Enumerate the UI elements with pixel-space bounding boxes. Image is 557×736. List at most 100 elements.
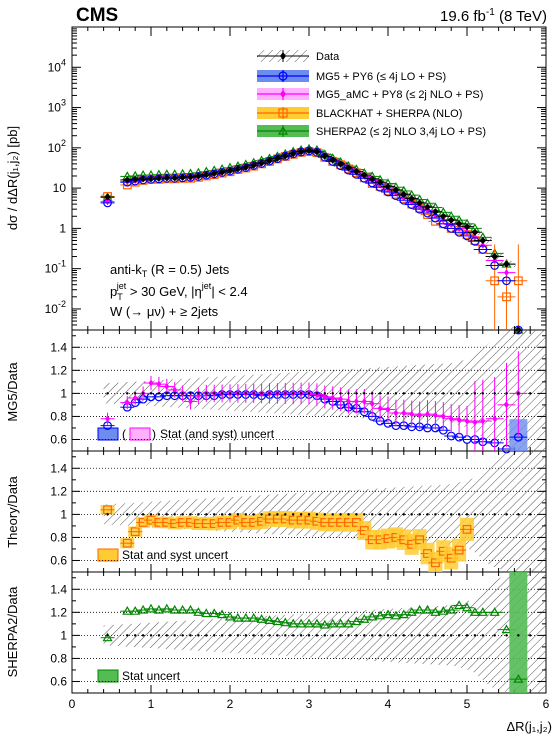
mg5-ratio-amc-point-1 <box>124 399 130 407</box>
sherpa-ratio-data-ref-39 <box>426 634 429 637</box>
theory-ratio-data-ref-11 <box>205 513 208 516</box>
theory-ratio-bh-point-43 <box>454 545 464 555</box>
theory-ratio-data-ref-39 <box>426 513 429 516</box>
sherpa-ratio-data-ref-23 <box>299 634 303 637</box>
sherpa-ratio-data-ref-30 <box>355 634 358 637</box>
annotation-algo-sub: T <box>142 269 148 279</box>
sherpa-ratio-sherpa-point-14 <box>224 611 236 621</box>
legend-label-amc: MG5_aMC + PY8 (≤ 2j NLO + PS) <box>316 89 483 101</box>
sherpa-band-label: Stat uncert <box>122 669 181 683</box>
mg5-ratio-data-ref-31 <box>363 392 366 395</box>
sherpa-ratio-data-ref-33 <box>378 634 382 637</box>
sherpa-ratio-data-ref-44 <box>465 634 469 637</box>
sherpa-ratio-sherpa-point-5 <box>153 604 164 614</box>
mg5-ratio-data-ref-45 <box>473 392 477 395</box>
main-bh-point-48 <box>502 292 511 302</box>
sherpa-ratio-data-ref-47 <box>493 634 496 637</box>
mg5-ratio-data-ref-14 <box>228 392 232 395</box>
sherpa-ratio-sherpa-point-41 <box>438 605 449 615</box>
sherpa-ratio-sherpa-band-49 <box>509 572 528 693</box>
lumi-energy: (8 TeV) <box>495 8 547 25</box>
sherpa-ratio-data-ref-3 <box>141 634 145 637</box>
mg5-ratio-data-ref-6 <box>165 392 168 395</box>
sherpa-ratio-sherpa-point-31 <box>359 614 370 623</box>
sherpa-ratio-y-tick-label-3: 1.2 <box>50 605 67 619</box>
sherpa-ratio-sherpa-point-25 <box>311 618 322 628</box>
tick-base: 10 <box>48 101 62 115</box>
mg5-ratio-data-ref-10 <box>197 392 200 395</box>
sherpa-ratio-sherpa-point-23 <box>296 618 307 628</box>
theory-ratio-data-ref-29 <box>347 513 350 516</box>
main-mg5-point-42 <box>446 223 456 233</box>
sherpa-ratio-data-ref-15 <box>236 634 240 637</box>
sherpa-ratio-sherpa-point-19 <box>264 615 275 624</box>
mg5-ratio-amc-point-32 <box>369 400 375 408</box>
annotation-pt-sup: jet <box>116 281 127 291</box>
theory-ratio-data-ref-30 <box>355 513 358 516</box>
mg5-ratio-data-ref-12 <box>213 392 216 395</box>
sherpa-ratio-y-tick-label-2: 1 <box>60 628 67 642</box>
theory-ratio-data-ref-1 <box>126 513 129 516</box>
sherpa-ratio-data-ref-34 <box>386 634 390 637</box>
sherpa-ratio-sherpa-point-30 <box>351 616 362 626</box>
sherpa-ratio-data-ref-25 <box>315 634 319 637</box>
mg5-ratio-data-ref-1 <box>126 392 129 395</box>
sherpa-ratio-y-tick-label-1: 0.8 <box>50 651 67 665</box>
annotation-algo-rest: (R = 0.5) Jets <box>147 262 229 277</box>
sherpa-ratio-sherpa-point-43 <box>454 600 465 610</box>
sherpa-ratio-data-ref-35 <box>394 634 398 637</box>
theory-ratio-data-ref-50 <box>529 513 532 516</box>
sherpa-ratio-sherpa-point-20 <box>272 616 283 626</box>
sherpa-ratio-sherpa-point-6 <box>161 603 172 613</box>
sherpa-ratio-data-ref-5 <box>157 634 161 637</box>
x-tick-label-6: 6 <box>543 697 550 711</box>
theory-ratio-data-ref-43 <box>457 513 461 516</box>
sherpa-ratio-data-ref-18 <box>260 634 263 637</box>
sherpa-ratio-data-ref-7 <box>173 634 176 637</box>
mg5-ratio-data-ref-34 <box>386 392 390 395</box>
theory-ratio-data-ref-48 <box>505 513 508 516</box>
mg5-ratio-data-ref-2 <box>134 392 137 395</box>
annotation-kinematic-cuts: pTjet > 30 GeV, |ηjet| < 2.4 <box>110 281 248 302</box>
annotation-pt-sub: T <box>117 292 123 302</box>
theory-ratio-data-ref-31 <box>363 513 366 516</box>
sherpa-ratio-data-ref-27 <box>331 634 334 637</box>
mg5-ratio-data-ref-3 <box>141 392 145 395</box>
main-data-point-17 <box>250 161 258 169</box>
sherpa-ratio-data-ref-6 <box>165 634 168 637</box>
mg5-ratio-data-ref-28 <box>339 392 342 395</box>
theory-ratio-data-ref-24 <box>307 513 311 516</box>
x-tick-label-0: 0 <box>69 697 76 711</box>
theory-ratio-data-ref-23 <box>299 513 303 516</box>
theory-ratio-data-ref-36 <box>402 513 405 516</box>
theory-band-label: Stat and syst uncert <box>122 548 229 562</box>
sherpa-ratio-sherpa-point-37 <box>406 607 417 616</box>
legend: Data MG5 + PY6 (≤ 4j LO + PS) MG5_aMC + … <box>257 50 486 138</box>
sherpa-ratio-data-ref-16 <box>244 634 247 637</box>
mg5-ratio-amc-point-48 <box>504 401 509 409</box>
mg5-ratio-data-ref-43 <box>457 392 461 395</box>
mg5-ratio-data-ref-17 <box>252 392 255 395</box>
sherpa-ratio-data-ref-29 <box>347 634 350 637</box>
mg5-ratio-data-ref-9 <box>189 392 192 395</box>
sherpa-ratio-sherpa-point-3 <box>138 604 149 614</box>
legend-entry-mg5: MG5 + PY6 (≤ 4j LO + PS) <box>257 70 446 83</box>
mg5-ratio-data-ref-18 <box>260 392 263 395</box>
theory-ratio-data-ref-20 <box>276 513 279 516</box>
theory-ratio-data-ref-40 <box>434 513 437 516</box>
theory-ratio-data-ref-3 <box>141 513 145 516</box>
mg5-ratio-data-ref-40 <box>434 392 437 395</box>
x-tick-label-5: 5 <box>464 697 471 711</box>
sherpa-ratio-sherpa-point-27 <box>327 618 338 628</box>
theory-ratio-data-ref-6 <box>165 513 168 516</box>
theory-ratio-y-tick-label-1: 0.8 <box>50 530 67 544</box>
lumi-label: 19.6 fb-1 (8 TeV) <box>440 7 547 25</box>
mg5-ratio-amc-point-10 <box>195 392 201 400</box>
mg5-ratio-amc-point-0 <box>105 415 111 423</box>
legend-entry-data: Data <box>257 50 340 63</box>
sherpa-ratio-sherpa-point-13 <box>217 609 228 619</box>
sherpa-ratio-sherpa-point-33 <box>375 610 386 620</box>
mg5-ratio-data-ref-33 <box>378 392 382 395</box>
x-tick-label-2: 2 <box>227 697 234 711</box>
